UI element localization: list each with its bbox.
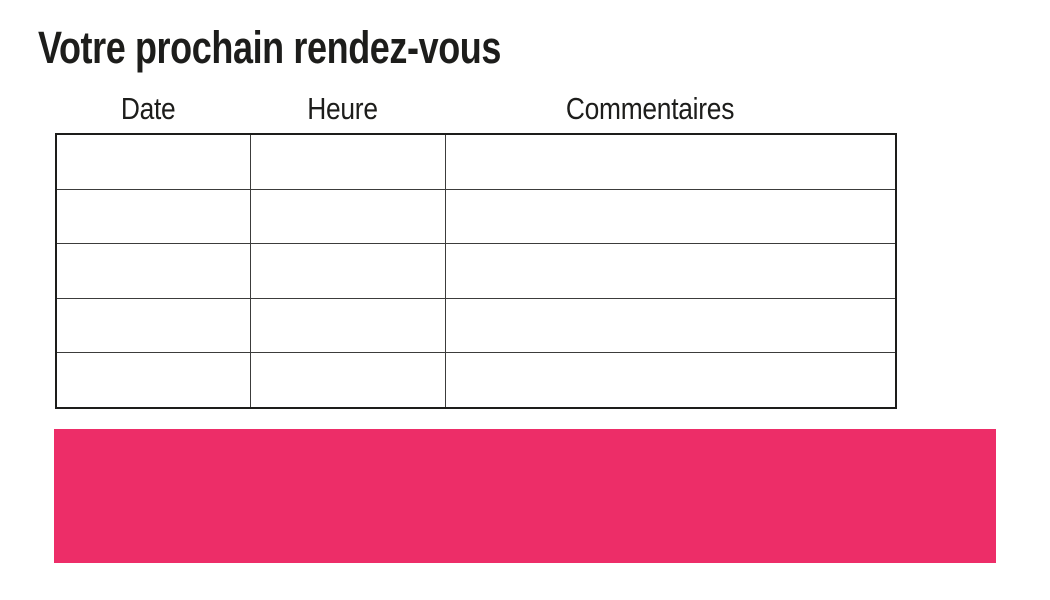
highlight-banner — [54, 429, 996, 563]
table-cell — [444, 297, 897, 353]
table-cell — [55, 352, 251, 408]
table-row — [55, 188, 897, 244]
table-cell — [444, 243, 897, 299]
table-row — [55, 243, 897, 299]
table-cell — [249, 133, 446, 190]
table-cell — [444, 352, 897, 408]
table-cell — [444, 133, 897, 190]
table-cell — [249, 352, 446, 408]
table-cell — [249, 243, 446, 299]
column-header-commentaires: Commentaires — [440, 92, 891, 126]
appointments-table-body — [55, 133, 897, 408]
appointments-table — [55, 133, 897, 409]
column-header-commentaires-label: Commentaires — [565, 91, 734, 126]
column-header-date-label: Date — [120, 91, 176, 126]
table-column-headers: Date Heure Commentaires — [51, 90, 891, 126]
table-cell — [55, 243, 251, 299]
table-cell — [444, 188, 897, 244]
column-header-date: Date — [51, 92, 245, 126]
table-row — [55, 352, 897, 408]
column-header-heure: Heure — [245, 92, 440, 126]
table-row — [55, 297, 897, 353]
table-cell — [55, 133, 251, 190]
table-cell — [249, 297, 446, 353]
table-cell — [249, 188, 446, 244]
page-title: Votre prochain rendez-vous — [38, 22, 502, 73]
table-row — [55, 133, 897, 190]
table-cell — [55, 188, 251, 244]
table-cell — [55, 297, 251, 353]
column-header-heure-label: Heure — [307, 91, 378, 126]
